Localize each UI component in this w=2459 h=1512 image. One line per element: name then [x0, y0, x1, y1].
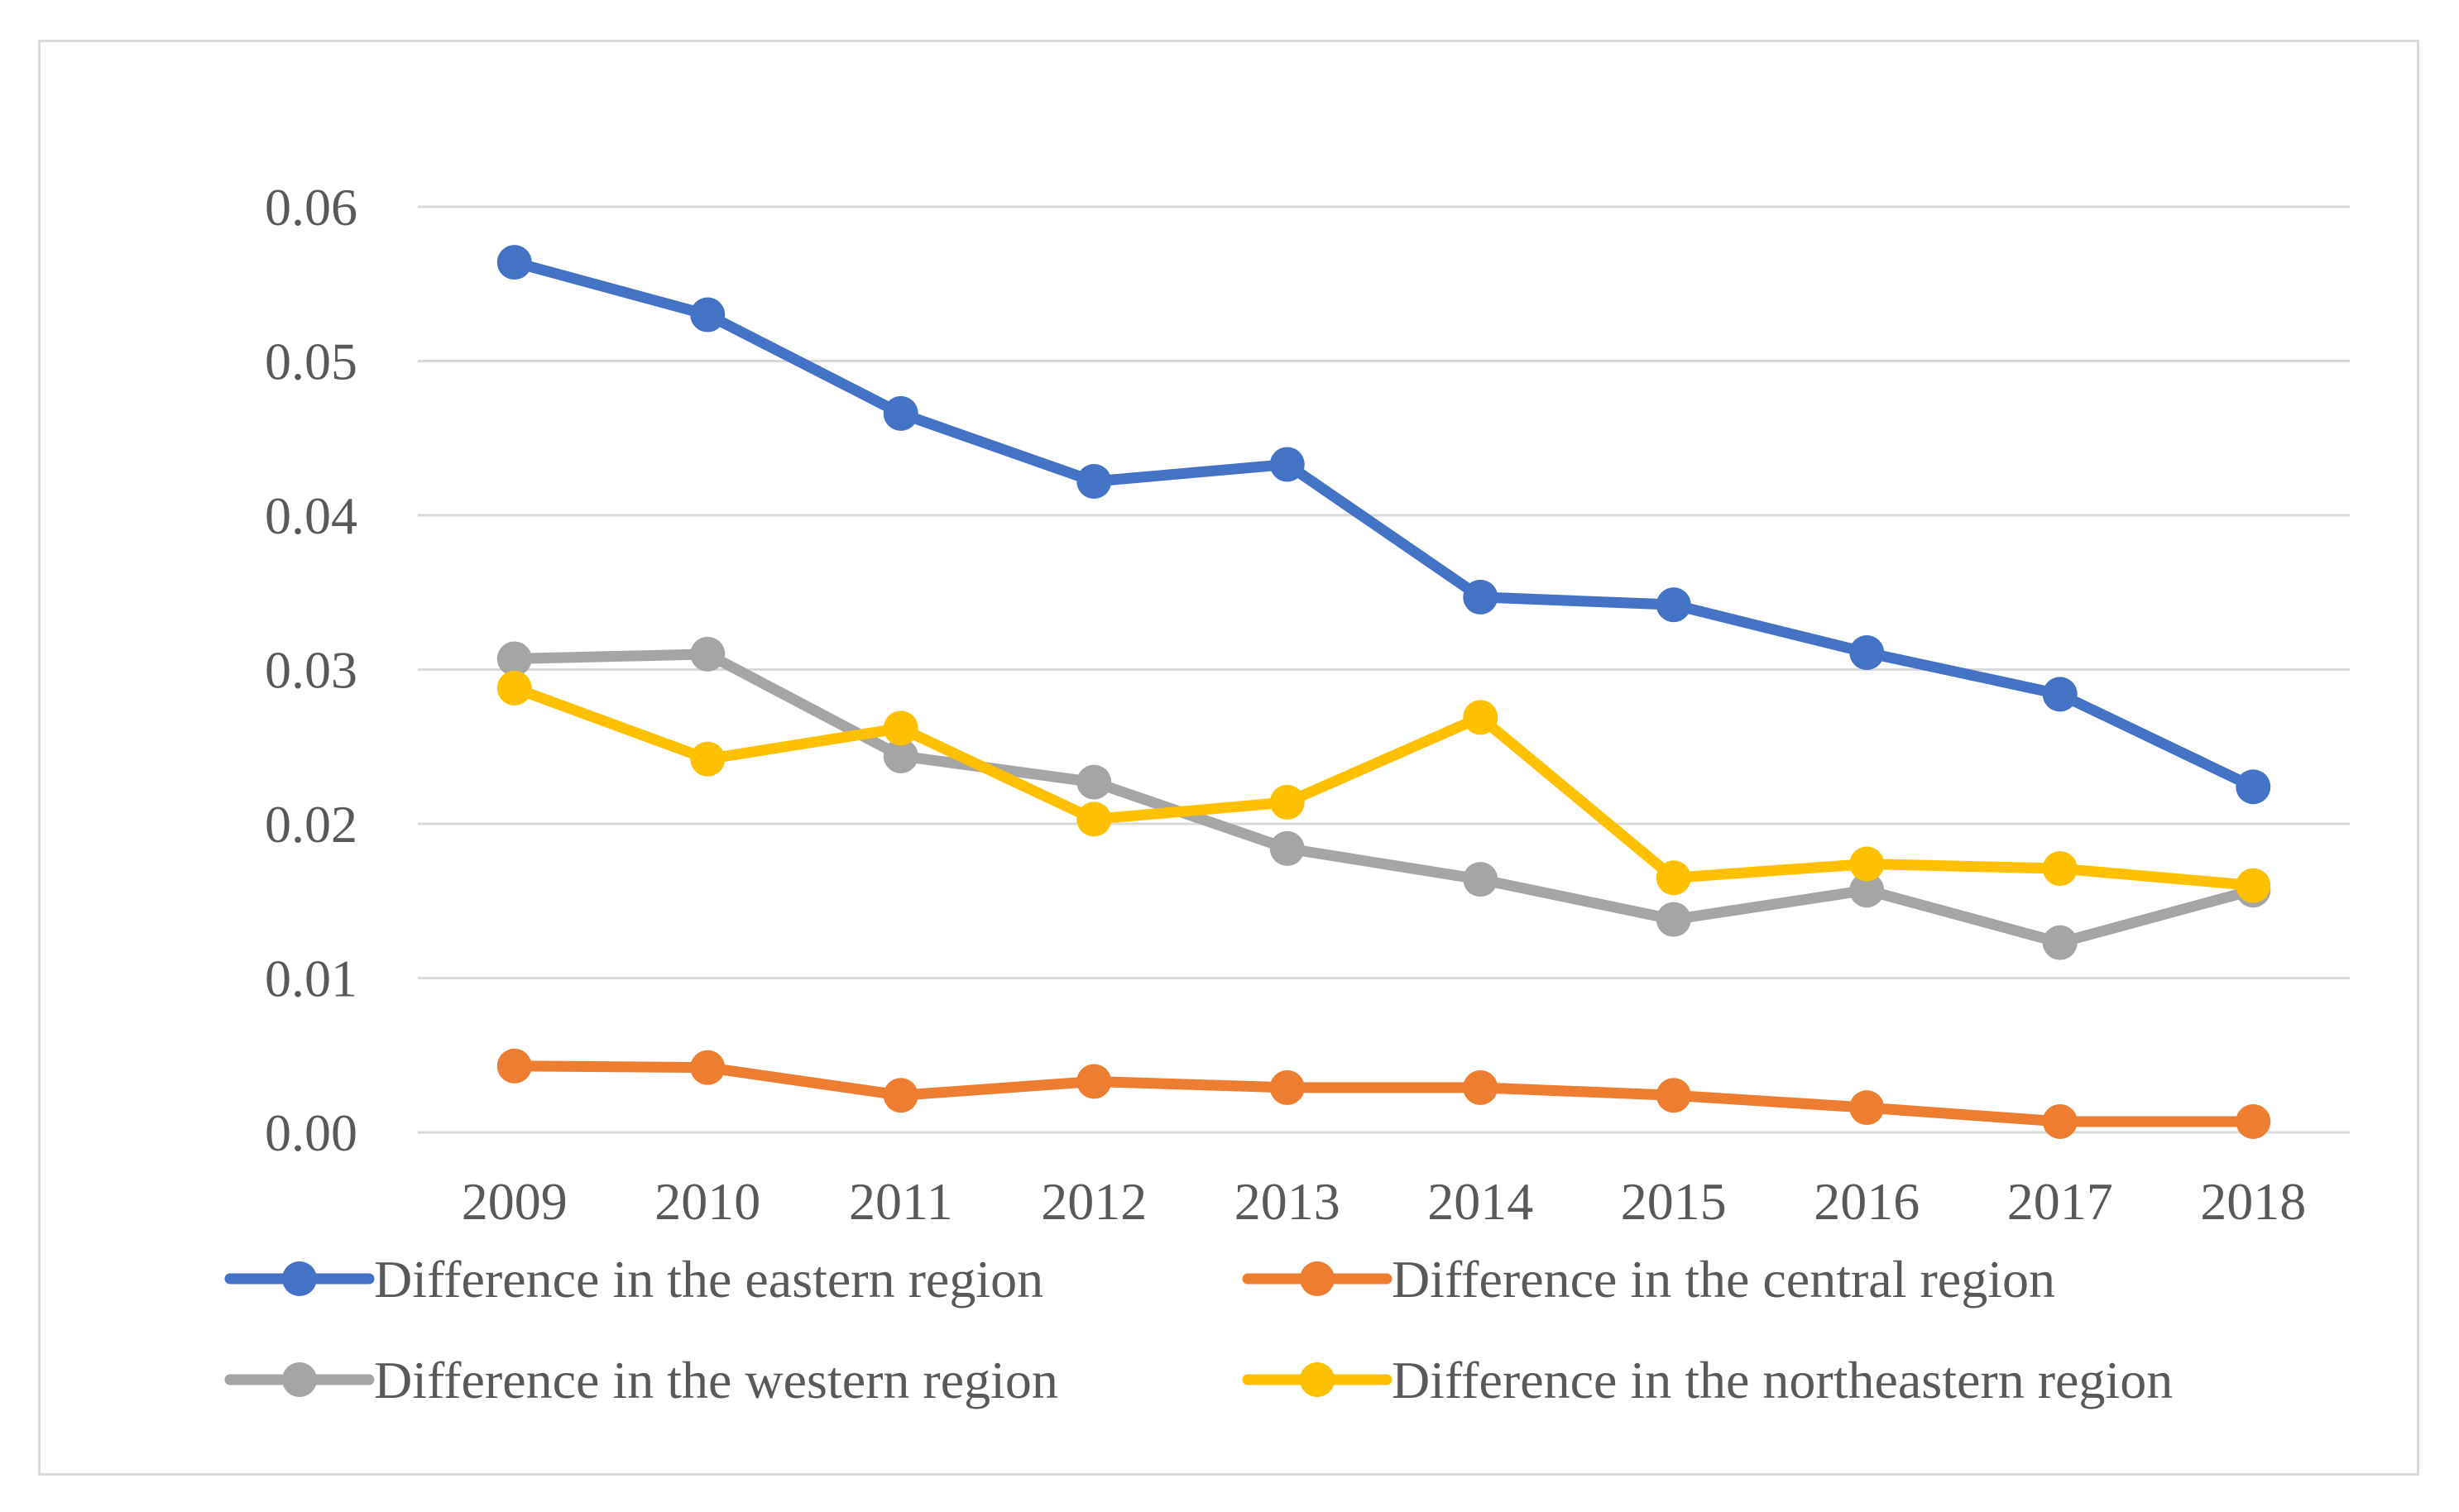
legend-item: Difference in the northeastern region [1242, 1351, 2173, 1409]
data-point [690, 741, 726, 777]
x-tick-label: 2014 [1427, 1172, 1533, 1231]
series-2 [496, 1048, 2271, 1139]
legend-item: Difference in the eastern region [224, 1250, 1043, 1309]
data-point [1463, 579, 1498, 615]
x-tick-label: 2013 [1234, 1172, 1340, 1231]
data-point [1076, 1064, 1112, 1099]
data-point [1269, 447, 1305, 482]
data-point [1656, 1078, 1691, 1113]
data-point [496, 670, 532, 706]
x-tick-label: 2017 [2007, 1172, 2113, 1231]
x-tick-label: 2012 [1041, 1172, 1147, 1231]
legend-point-marker [1300, 1362, 1335, 1397]
data-point [2236, 1103, 2271, 1139]
y-axis-tick-labels: 0.00 0.01 0.02 0.03 0.04 0.05 0.06 [265, 178, 357, 1162]
y-tick-label: 0.05 [265, 333, 357, 391]
legend-point-marker [282, 1261, 317, 1296]
y-tick-label: 0.01 [265, 950, 357, 1008]
data-point [883, 1078, 918, 1113]
series-line [509, 648, 2259, 949]
gridlines [418, 205, 2350, 1134]
series-line [509, 1060, 2259, 1127]
data-point [883, 738, 918, 773]
y-tick-label: 0.00 [265, 1103, 357, 1162]
data-point [1656, 587, 1691, 623]
series-1 [496, 245, 2271, 805]
data-point [1849, 873, 1885, 908]
legend-item: Difference in the western region [224, 1351, 1058, 1409]
data-point [1076, 463, 1112, 499]
data-point [1269, 784, 1305, 820]
data-point [1849, 1090, 1885, 1126]
series-3 [496, 636, 2271, 960]
data-point [2236, 769, 2271, 805]
data-point [1656, 902, 1691, 937]
x-tick-label: 2016 [1814, 1172, 1920, 1231]
legend-label: Difference in the northeastern region [1392, 1351, 2173, 1409]
legend-label: Difference in the central region [1392, 1250, 2055, 1309]
data-point [2042, 677, 2078, 712]
x-axis-tick-labels: 2009 2010 2011 2012 2013 2014 2015 2016 2017 2018 [462, 1172, 2307, 1231]
legend-point-marker [1300, 1261, 1335, 1296]
series-4 [496, 670, 2271, 903]
data-point [1269, 1069, 1305, 1105]
series-lines [496, 245, 2271, 1139]
y-tick-label: 0.03 [265, 641, 357, 700]
data-point [2042, 1103, 2078, 1139]
y-tick-label: 0.04 [265, 486, 357, 545]
legend-label: Difference in the eastern region [374, 1250, 1043, 1309]
data-point [1463, 862, 1498, 897]
data-point [1076, 801, 1112, 837]
y-tick-label: 0.02 [265, 795, 357, 854]
data-point [496, 1048, 532, 1084]
data-point [1656, 860, 1691, 896]
series-line [509, 256, 2259, 792]
data-point [1463, 700, 1498, 735]
series-line [509, 682, 2259, 892]
y-tick-label: 0.06 [265, 178, 357, 237]
data-point [2236, 868, 2271, 903]
data-point [2042, 851, 2078, 887]
data-point [690, 297, 726, 333]
legend-item: Difference in the central region [1242, 1250, 2055, 1309]
data-point [883, 395, 918, 431]
data-point [2042, 925, 2078, 960]
data-point [496, 245, 532, 280]
data-point [1849, 634, 1885, 670]
data-point [1463, 1069, 1498, 1105]
x-tick-label: 2018 [2200, 1172, 2306, 1231]
data-point [883, 711, 918, 746]
legend: Difference in the eastern region Differen… [224, 1250, 2173, 1409]
legend-point-marker [282, 1362, 317, 1397]
x-tick-label: 2015 [1621, 1172, 1727, 1231]
x-tick-label: 2010 [654, 1172, 760, 1231]
data-point [1076, 764, 1112, 800]
data-point [496, 641, 532, 677]
legend-label: Difference in the western region [374, 1351, 1058, 1409]
data-point [1849, 846, 1885, 882]
x-tick-label: 2009 [462, 1172, 568, 1231]
x-tick-label: 2011 [849, 1172, 953, 1231]
chart-frame [38, 40, 2419, 1476]
data-point [690, 636, 726, 672]
data-point [690, 1050, 726, 1085]
data-point [1269, 830, 1305, 866]
